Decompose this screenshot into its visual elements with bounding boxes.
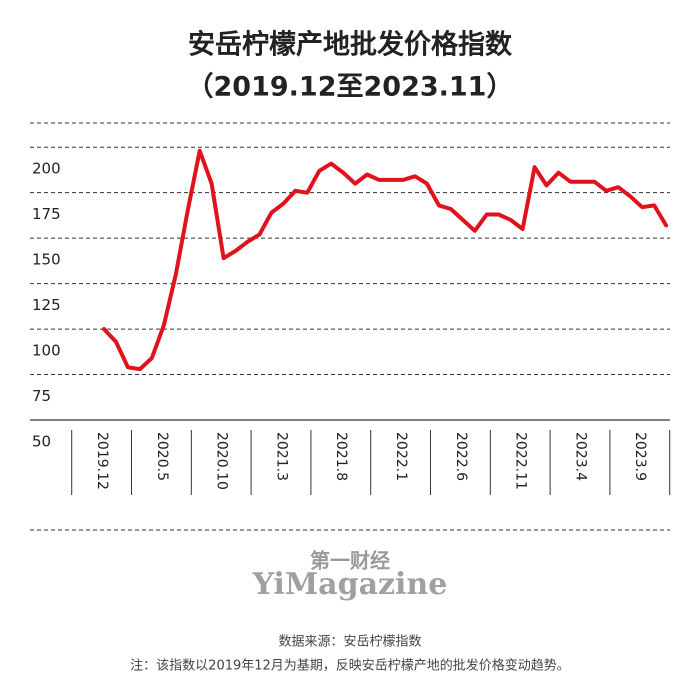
x-tick-label: 2019.12 bbox=[94, 432, 110, 490]
watermark-en: YiMagazine bbox=[252, 567, 448, 602]
y-tick-label: 75 bbox=[32, 387, 51, 405]
y-tick-label: 150 bbox=[32, 251, 61, 269]
source: 数据来源：安岳柠檬指数 bbox=[278, 635, 421, 650]
x-tick-label: 2023.9 bbox=[632, 432, 648, 481]
note: 注：该指数以2019年12月为基期，反映安岳柠檬产地的批发价格变动趋势。 bbox=[130, 658, 570, 674]
y-tick-label: 125 bbox=[32, 296, 61, 314]
x-tick-label: 2020.5 bbox=[154, 432, 170, 481]
chart-title: 安岳柠檬产地批发价格指数 bbox=[188, 29, 513, 61]
y-tick-label: 200 bbox=[32, 160, 61, 178]
chart-subtitle: （2019.12至2023.11） bbox=[187, 72, 514, 103]
x-tick-label: 2020.10 bbox=[214, 432, 230, 490]
x-tick-label: 2022.6 bbox=[453, 432, 469, 481]
data-line bbox=[102, 148, 669, 372]
x-tick-label: 2021.3 bbox=[273, 432, 289, 481]
x-tick-label: 2023.4 bbox=[572, 432, 588, 481]
watermark-cn: 第一财经 bbox=[310, 549, 390, 573]
y-tick-label: 175 bbox=[32, 205, 61, 223]
y-tick-label: 100 bbox=[32, 342, 61, 360]
x-tick-label: 2022.1 bbox=[393, 432, 409, 481]
x-tick-label: 2022.11 bbox=[513, 432, 529, 490]
x-tick-label: 2021.8 bbox=[333, 432, 349, 481]
y-tick-label: 50 bbox=[32, 433, 51, 451]
